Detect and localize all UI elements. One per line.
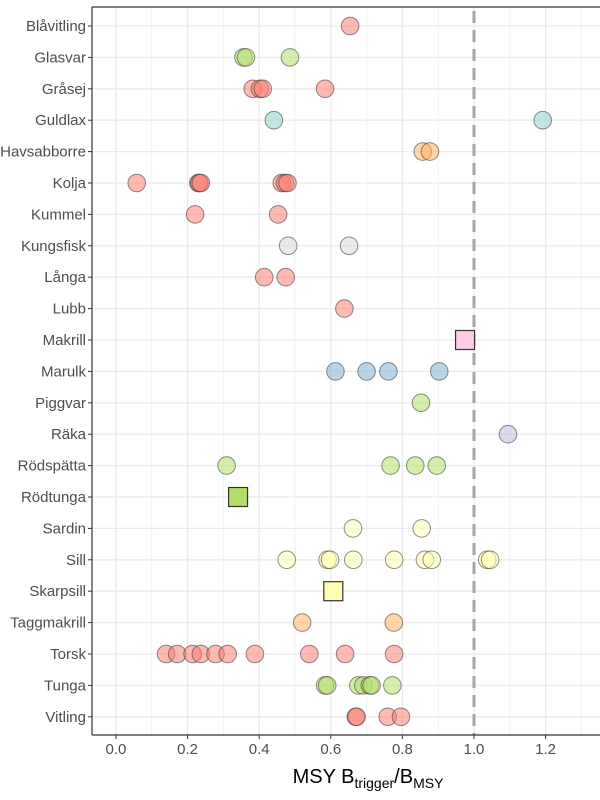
circle-point: [276, 267, 295, 287]
y-tick-label: Gråsej: [42, 81, 86, 98]
circle-point: [384, 644, 404, 664]
circle-point: [280, 48, 300, 67]
circle-point: [326, 362, 345, 381]
circle-point: [317, 676, 337, 695]
x-tick-label: 0.2: [177, 741, 198, 758]
circle-point: [347, 707, 366, 727]
circle-point: [264, 110, 284, 130]
x-tick-label: 1.0: [464, 741, 485, 758]
circle-point: [335, 299, 354, 318]
circle-point: [253, 79, 273, 99]
x-tick-label: 0.6: [320, 741, 341, 758]
circle-point: [278, 236, 298, 256]
circle-point: [420, 142, 440, 161]
y-tick-label: Kungsfisk: [21, 238, 87, 255]
circle-point: [185, 205, 205, 224]
y-tick-label: Långa: [44, 269, 86, 286]
y-tick-labels: Blåvitling Glasvar Gråsej Guldlax Havsabborr…: [0, 18, 87, 726]
square-point: [454, 329, 476, 351]
y-tick-label: Marulk: [41, 363, 87, 380]
circle-point: [254, 267, 274, 287]
circle-point: [480, 550, 500, 570]
y-tick-label: Sill: [66, 552, 86, 569]
circle-point: [320, 550, 340, 570]
circle-point: [127, 173, 147, 193]
circle-point: [362, 676, 381, 695]
y-tick-label: Skarpsill: [29, 583, 86, 600]
circle-point: [498, 424, 518, 444]
y-tick-label: Kolja: [53, 175, 87, 192]
circle-point: [268, 205, 288, 224]
x-axis-title: MSY Btrigger/BMSY: [293, 766, 444, 791]
circle-point: [277, 550, 297, 570]
circle-point: [357, 362, 376, 381]
circle-point: [429, 362, 449, 381]
circle-point: [245, 644, 265, 664]
y-tick-label: Torsk: [50, 646, 86, 663]
circle-point: [315, 79, 335, 99]
circle-point: [339, 236, 359, 256]
circle-point: [384, 550, 404, 570]
y-tick-label: Glasvar: [34, 49, 86, 66]
circle-point: [300, 644, 319, 664]
x-tick-label: 0.8: [392, 741, 413, 758]
circle-point: [292, 613, 312, 632]
circle-point: [383, 676, 402, 695]
y-tick-label: Blåvitling: [26, 18, 86, 35]
circle-point: [335, 644, 355, 664]
y-tick-label: Piggvar: [35, 395, 86, 412]
circle-point: [384, 613, 404, 632]
circle-point: [218, 644, 237, 664]
y-tick-label: Tunga: [44, 677, 87, 694]
y-tick-label: Kummel: [31, 206, 86, 223]
y-tick-label: Guldlax: [35, 112, 86, 129]
circle-point: [340, 16, 360, 36]
circle-point: [379, 362, 398, 381]
y-tick-label: Räka: [51, 426, 87, 443]
circle-point: [344, 550, 363, 570]
circle-point: [217, 456, 236, 475]
circle-point: [427, 456, 447, 475]
x-tick-label: 0.0: [106, 741, 127, 758]
circle-point: [381, 456, 400, 475]
circle-point: [236, 48, 256, 67]
y-tick-label: Lubb: [53, 301, 86, 318]
axes: [88, 6, 600, 739]
x-tick-labels: 0.0 0.2 0.4 0.6 0.8 1.0 1.2: [106, 741, 556, 758]
y-tick-label: Sardin: [43, 520, 86, 537]
circle-point: [405, 456, 425, 475]
circle-point: [412, 519, 432, 538]
y-tick-label: Havsabborre: [0, 144, 86, 161]
circle-point: [422, 550, 442, 570]
circle-point: [278, 173, 297, 193]
circle-point: [391, 707, 411, 727]
x-tick-label: 1.2: [535, 741, 556, 758]
y-tick-label: Rödtunga: [21, 489, 87, 506]
y-tick-label: Taggmakrill: [10, 615, 86, 632]
square-point: [323, 581, 344, 602]
y-tick-label: Rödspätta: [18, 458, 87, 475]
data-points: [127, 16, 553, 727]
circle-point: [411, 393, 431, 413]
gridlines: [92, 7, 600, 735]
circle-point: [191, 173, 211, 193]
x-tick-label: 0.4: [249, 741, 270, 758]
y-tick-label: Makrill: [43, 332, 86, 349]
square-point: [227, 486, 249, 508]
circle-point: [343, 519, 363, 538]
circle-point: [533, 110, 553, 130]
y-tick-label: Vitling: [45, 709, 86, 726]
